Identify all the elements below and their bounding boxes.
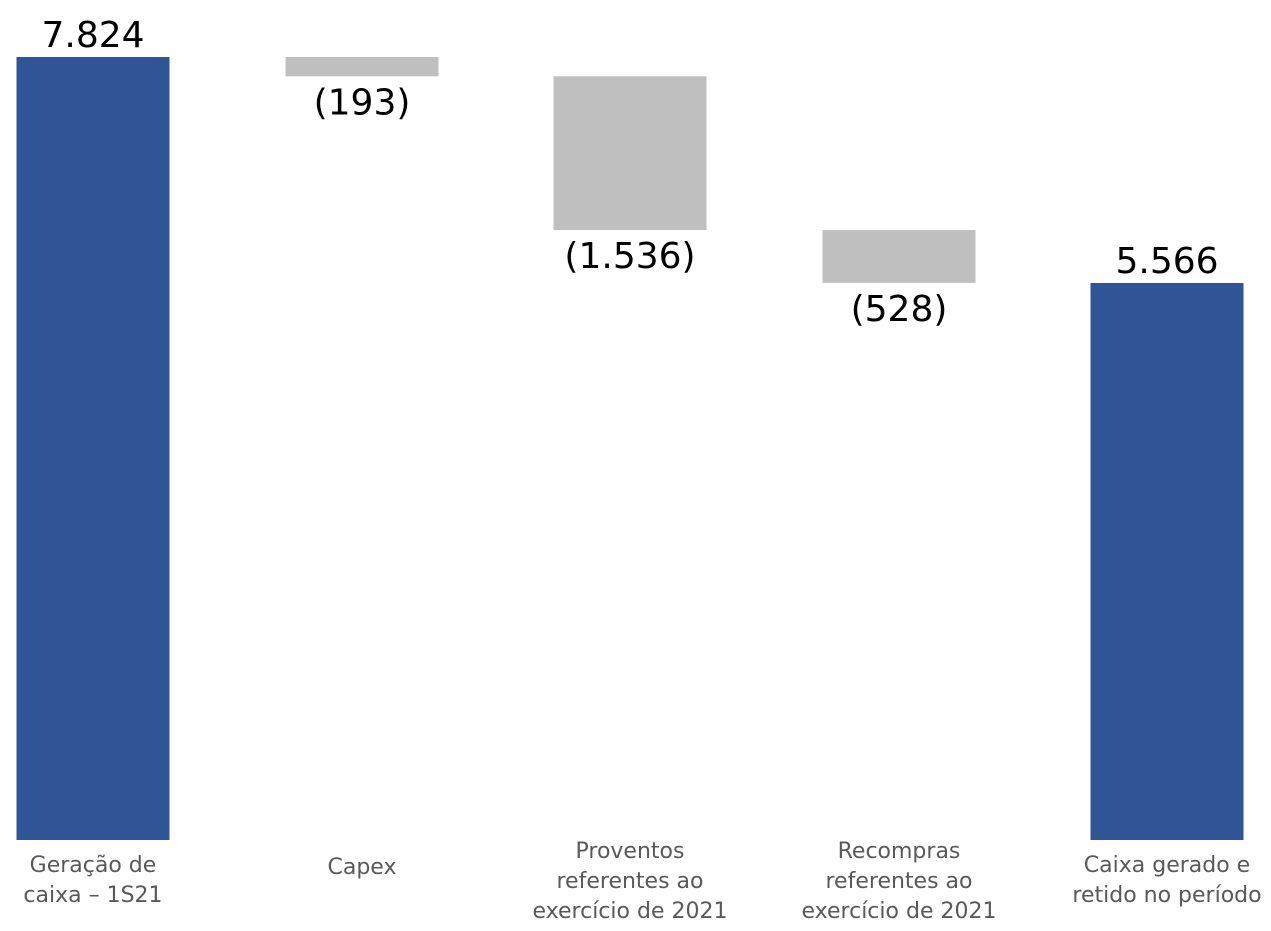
- bars-layer: [16, 57, 1244, 840]
- bar-1-total: [16, 57, 170, 840]
- data-label-1: 7.824: [41, 15, 144, 56]
- value-labels-layer: 7.824 (193) (1.536) (528) 5.566: [41, 15, 1218, 330]
- category-label-3-line-2: referentes ao: [557, 869, 704, 894]
- category-label-4-line-1: Recompras: [838, 839, 961, 864]
- data-label-4: (528): [851, 289, 948, 330]
- data-label-3: (1.536): [564, 236, 695, 277]
- category-label-4: Recompras referentes ao exercício de 2021: [802, 839, 997, 924]
- category-label-3: Proventos referentes ao exercício de 2021: [533, 839, 728, 924]
- bar-2-decrease: [285, 57, 439, 77]
- category-label-5-line-2: retido no período: [1072, 883, 1261, 908]
- category-label-2: Capex: [328, 855, 397, 880]
- category-label-5: Caixa gerado e retido no período: [1072, 853, 1261, 908]
- category-labels-layer: Geração de caixa – 1S21 Capex Proventos refe…: [23, 839, 1261, 924]
- category-label-3-line-3: exercício de 2021: [533, 899, 728, 924]
- bar-4-decrease: [822, 230, 976, 283]
- category-label-1-line-1: Geração de: [30, 853, 157, 878]
- bar-5-total: [1090, 282, 1244, 840]
- category-label-3-line-1: Proventos: [576, 839, 685, 864]
- category-label-1-line-2: caixa – 1S21: [23, 883, 162, 908]
- bar-3-decrease: [553, 76, 707, 231]
- category-label-4-line-3: exercício de 2021: [802, 899, 997, 924]
- data-label-5: 5.566: [1115, 241, 1218, 282]
- category-label-2-line-1: Capex: [328, 855, 397, 880]
- category-label-4-line-2: referentes ao: [826, 869, 973, 894]
- data-label-2: (193): [314, 82, 411, 123]
- category-label-5-line-1: Caixa gerado e: [1084, 853, 1250, 878]
- category-label-1: Geração de caixa – 1S21: [23, 853, 162, 908]
